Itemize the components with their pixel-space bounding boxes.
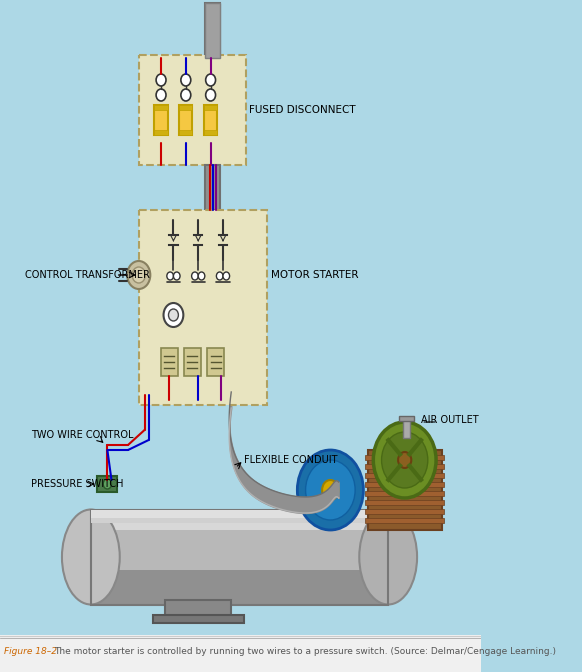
Text: PRESSURE SWITCH: PRESSURE SWITCH	[31, 479, 124, 489]
Bar	[154, 130, 168, 135]
Bar	[139, 55, 246, 165]
Circle shape	[382, 432, 428, 488]
Circle shape	[398, 452, 411, 468]
Circle shape	[191, 272, 198, 280]
Bar	[403, 418, 410, 438]
Circle shape	[164, 303, 183, 327]
Bar	[365, 491, 444, 496]
Bar	[153, 615, 244, 623]
Bar	[179, 105, 193, 110]
Bar	[91, 510, 388, 605]
Bar	[365, 473, 444, 478]
Circle shape	[156, 89, 166, 101]
Bar	[365, 509, 444, 514]
Circle shape	[181, 74, 191, 86]
Bar	[165, 600, 231, 618]
Bar	[205, 3, 219, 58]
Circle shape	[181, 89, 191, 101]
Circle shape	[198, 272, 205, 280]
Bar	[154, 105, 168, 135]
Bar	[91, 510, 388, 605]
Ellipse shape	[359, 509, 417, 605]
Bar	[97, 476, 118, 492]
Text: TWO WIRE CONTROL: TWO WIRE CONTROL	[31, 430, 134, 440]
Ellipse shape	[322, 480, 339, 500]
Bar	[204, 130, 217, 135]
Text: FUSED DISCONNECT: FUSED DISCONNECT	[250, 105, 356, 115]
Bar	[205, 3, 219, 58]
Bar	[204, 105, 217, 135]
Bar	[161, 348, 178, 376]
Text: AIR OUTLET: AIR OUTLET	[421, 415, 479, 425]
Circle shape	[173, 272, 180, 280]
Text: CONTROL TRANSFORMER: CONTROL TRANSFORMER	[25, 270, 150, 280]
Circle shape	[156, 74, 166, 86]
Bar	[205, 165, 219, 210]
Bar	[184, 348, 201, 376]
Bar	[179, 105, 193, 135]
Ellipse shape	[297, 450, 363, 530]
Bar	[365, 482, 444, 487]
Bar	[365, 518, 444, 523]
Bar	[139, 210, 267, 405]
Bar	[91, 570, 388, 605]
Ellipse shape	[306, 460, 355, 520]
Bar	[154, 105, 168, 110]
Bar	[0, 635, 481, 672]
Circle shape	[373, 422, 436, 498]
Circle shape	[103, 479, 112, 489]
Circle shape	[167, 272, 173, 280]
Circle shape	[132, 267, 146, 283]
Circle shape	[127, 261, 150, 289]
Bar	[365, 455, 444, 460]
Bar	[399, 416, 414, 421]
Circle shape	[223, 272, 230, 280]
Bar	[179, 130, 193, 135]
Bar	[207, 348, 224, 376]
Bar	[365, 464, 444, 469]
Text: MOTOR STARTER: MOTOR STARTER	[271, 270, 359, 280]
Bar	[367, 450, 442, 530]
Ellipse shape	[62, 509, 120, 605]
Bar	[204, 105, 217, 110]
Bar	[365, 500, 444, 505]
Bar	[91, 518, 388, 523]
Text: Figure 18–2: Figure 18–2	[4, 648, 63, 657]
Circle shape	[205, 89, 215, 101]
Text: The motor starter is controlled by running two wires to a pressure switch. (Sour: The motor starter is controlled by runni…	[54, 648, 556, 657]
Text: FLEXIBLE CONDUIT: FLEXIBLE CONDUIT	[244, 455, 337, 465]
Bar	[91, 530, 388, 570]
Bar	[91, 510, 388, 530]
Bar	[91, 510, 388, 518]
Circle shape	[168, 309, 179, 321]
Circle shape	[205, 74, 215, 86]
Circle shape	[217, 272, 223, 280]
